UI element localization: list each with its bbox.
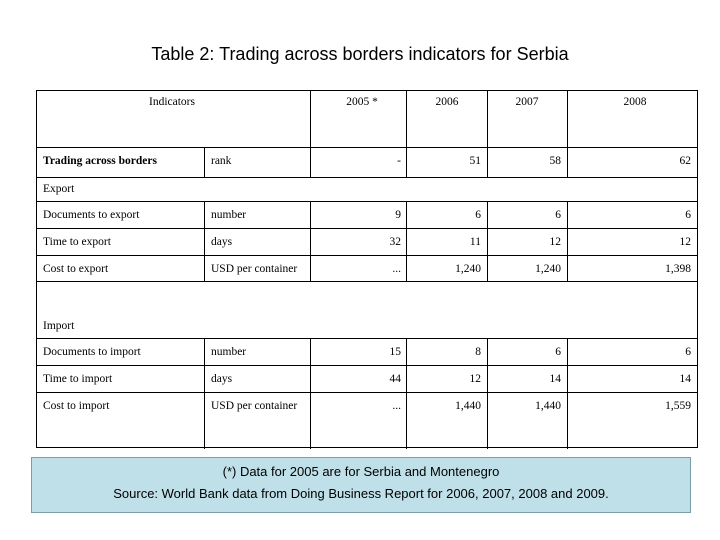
row-2007: 6 xyxy=(555,346,561,358)
row-2005: 32 xyxy=(389,236,402,248)
row-2007: 1,440 xyxy=(535,400,561,412)
summary-unit: rank xyxy=(211,155,232,167)
summary-label: Trading across borders xyxy=(43,155,157,167)
row-unit: USD per container xyxy=(211,400,298,412)
row-2007: 14 xyxy=(549,373,562,385)
row-unit: days xyxy=(211,373,233,385)
row-2008: 1,559 xyxy=(665,400,691,412)
row-2006: 1,440 xyxy=(455,400,481,412)
column-divider xyxy=(204,147,205,178)
row-2006: 12 xyxy=(469,373,482,385)
row-label: Cost to export xyxy=(43,263,109,275)
column-divider xyxy=(487,338,488,449)
row-2006: 6 xyxy=(475,209,481,221)
row-2008: 12 xyxy=(679,236,692,248)
summary-2006: 51 xyxy=(469,155,482,167)
header-2005: 2005 * xyxy=(346,96,378,108)
table-title: Table 2: Trading across borders indicato… xyxy=(151,44,569,64)
row-2005: 9 xyxy=(395,209,401,221)
row-2005: ... xyxy=(392,263,401,275)
row-unit: USD per container xyxy=(211,263,298,275)
column-divider xyxy=(310,338,311,449)
row-label: Documents to export xyxy=(43,209,140,221)
header-2006: 2006 xyxy=(435,96,459,108)
row-2007: 12 xyxy=(549,236,562,248)
table-divider xyxy=(37,177,697,178)
row-2005: ... xyxy=(392,400,401,412)
column-divider xyxy=(406,201,407,282)
section-import: Import xyxy=(43,320,75,332)
row-label: Cost to import xyxy=(43,400,110,412)
table-divider xyxy=(37,338,697,339)
row-2005: 15 xyxy=(389,346,402,358)
header-2008: 2008 xyxy=(623,96,647,108)
column-divider xyxy=(567,91,568,178)
header-indicators: Indicators xyxy=(149,96,195,108)
footnote-box: (*) Data for 2005 are for Serbia and Mon… xyxy=(31,457,691,513)
row-unit: number xyxy=(211,346,247,358)
table-divider xyxy=(37,147,697,148)
table-divider xyxy=(37,228,697,229)
table-divider xyxy=(37,255,697,256)
row-2008: 14 xyxy=(679,373,692,385)
footnote-line: (*) Data for 2005 are for Serbia and Mon… xyxy=(222,464,500,479)
column-divider xyxy=(204,201,205,282)
row-2006: 8 xyxy=(475,346,481,358)
column-divider xyxy=(310,201,311,282)
row-2008: 1,398 xyxy=(665,263,691,275)
summary-2007: 58 xyxy=(549,155,562,167)
indicators-table: Indicators 2005 * 2006 2007 2008 Trading… xyxy=(36,90,698,449)
column-divider xyxy=(204,338,205,449)
row-2006: 1,240 xyxy=(455,263,481,275)
column-divider xyxy=(567,201,568,282)
row-2007: 6 xyxy=(555,209,561,221)
row-2005: 44 xyxy=(389,373,402,385)
header-2007: 2007 xyxy=(515,96,539,108)
row-2008: 6 xyxy=(685,346,691,358)
column-divider xyxy=(310,91,311,178)
table-divider xyxy=(37,392,697,393)
column-divider xyxy=(567,338,568,449)
column-divider xyxy=(406,338,407,449)
source-line: Source: World Bank data from Doing Busin… xyxy=(113,486,609,501)
row-unit: number xyxy=(211,209,247,221)
row-2007: 1,240 xyxy=(535,263,561,275)
section-export: Export xyxy=(43,183,75,195)
column-divider xyxy=(487,91,488,178)
table-divider xyxy=(37,201,697,202)
row-unit: days xyxy=(211,236,233,248)
row-label: Time to import xyxy=(43,373,113,385)
column-divider xyxy=(487,201,488,282)
summary-2008: 62 xyxy=(679,155,692,167)
column-divider xyxy=(406,91,407,178)
row-2006: 11 xyxy=(469,236,481,248)
row-2008: 6 xyxy=(685,209,691,221)
row-label: Time to export xyxy=(43,236,111,248)
row-label: Documents to import xyxy=(43,346,141,358)
summary-2005: - xyxy=(397,155,401,167)
table-divider xyxy=(37,365,697,366)
table-divider xyxy=(37,281,697,282)
